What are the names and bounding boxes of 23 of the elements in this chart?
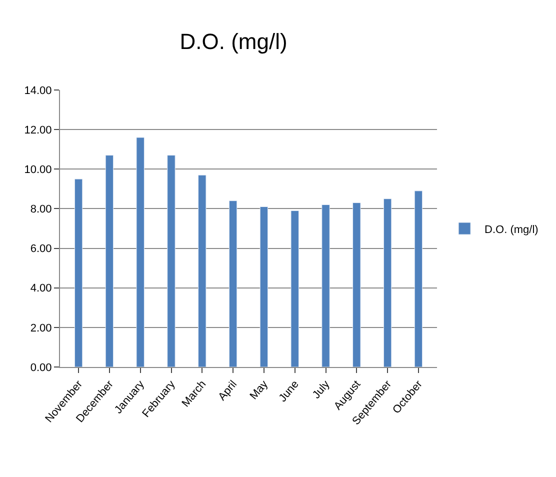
y-tick-label: 12.00 [24,124,52,136]
y-tick-label: 2.00 [30,322,52,334]
bar [198,174,206,367]
bar [414,190,423,367]
y-tick-label: 10.00 [24,164,52,176]
bar [383,198,392,367]
bar [260,206,268,367]
y-tick-label: 4.00 [30,282,52,295]
legend-label: D.O. (mg/l) [484,224,538,236]
x-tick-label: July [310,378,333,402]
bar [352,202,361,367]
y-tick-label: 0.00 [30,362,52,374]
bar [74,178,83,367]
bar [105,155,114,367]
bar [290,210,299,367]
bar [136,137,144,367]
bar [167,155,176,367]
y-tick-label: 8.00 [30,204,52,216]
chart-title: D.O. (mg/l) [180,28,288,54]
y-tick-label: 6.00 [30,243,52,256]
bar [228,200,238,367]
bar [322,204,330,367]
y-tick-label: 14.00 [24,84,52,97]
